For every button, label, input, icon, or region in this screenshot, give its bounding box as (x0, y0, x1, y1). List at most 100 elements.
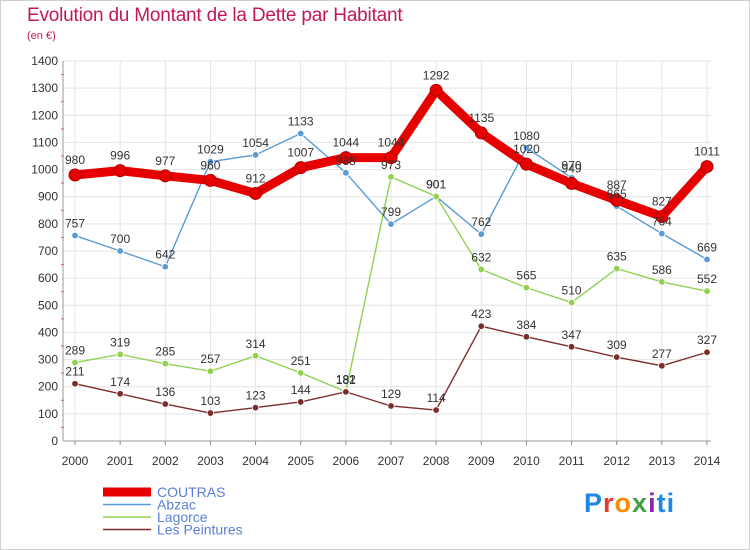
data-label-abzac: 970 (562, 159, 582, 173)
data-label-coutras: 1007 (287, 146, 314, 160)
point-les-peintures (116, 390, 124, 398)
point-lagorce (477, 265, 485, 274)
y-tick-label: 900 (38, 190, 58, 204)
data-label-les-peintures: 144 (291, 383, 311, 397)
x-tick-label: 2005 (287, 454, 314, 468)
y-tick-label: 700 (38, 244, 58, 258)
data-label-les-peintures: 277 (652, 347, 672, 361)
data-label-coutras: 1044 (333, 136, 360, 150)
point-coutras (68, 168, 82, 182)
x-tick-label: 2002 (152, 454, 179, 468)
data-label-les-peintures: 136 (155, 385, 175, 399)
data-label-les-peintures: 123 (246, 389, 266, 403)
point-coutras (655, 210, 669, 224)
point-coutras (203, 173, 217, 187)
axes: 0 100 200 300 400 500 600 700 800 900 1000 1100 1200… (31, 54, 720, 468)
y-tick-label: 100 (38, 407, 58, 421)
data-label-les-peintures: 423 (471, 307, 491, 321)
point-coutras (249, 186, 263, 200)
data-label-coutras: 1135 (468, 111, 494, 125)
y-tick-label: 600 (38, 271, 58, 285)
data-label-abzac: 865 (607, 187, 627, 201)
point-abzac (387, 220, 395, 228)
point-coutras (519, 157, 533, 171)
y-tick-label: 400 (38, 325, 58, 339)
data-label-lagorce: 635 (607, 250, 627, 264)
data-label-abzac: 1133 (288, 114, 314, 128)
point-les-peintures (613, 353, 621, 361)
point-lagorce (251, 352, 260, 360)
data-label-les-peintures: 347 (562, 328, 582, 342)
point-lagorce (206, 367, 215, 375)
legend-label-abzac: Abzac (157, 497, 196, 513)
data-label-coutras: 977 (155, 154, 175, 168)
point-les-peintures (206, 409, 215, 417)
data-label-coutras: 1011 (694, 145, 720, 159)
x-tick-label: 2009 (468, 454, 495, 468)
point-abzac (161, 263, 169, 271)
data-label-coutras: 1292 (423, 68, 450, 82)
x-tick-label: 2004 (242, 454, 269, 468)
point-abzac (251, 151, 260, 159)
data-label-lagorce: 182 (336, 373, 356, 387)
point-lagorce (567, 298, 576, 307)
point-lagorce (387, 173, 395, 181)
point-abzac (477, 230, 485, 238)
x-tick-label: 2012 (603, 454, 630, 468)
data-label-lagorce: 901 (426, 177, 446, 191)
data-label-abzac: 700 (110, 232, 130, 246)
point-les-peintures (432, 406, 440, 414)
point-lagorce (432, 192, 440, 201)
data-label-les-peintures: 384 (516, 318, 536, 332)
x-tick-label: 2007 (378, 454, 405, 468)
data-label-coutras: 996 (110, 149, 130, 163)
y-tick-label: 1200 (31, 108, 58, 122)
data-label-lagorce: 973 (381, 158, 401, 172)
point-les-peintures (567, 343, 576, 351)
y-tick-label: 800 (38, 217, 58, 231)
x-tick-label: 2003 (197, 454, 224, 468)
data-label-coutras: 960 (200, 158, 220, 172)
data-label-coutras: 1044 (378, 136, 405, 150)
point-lagorce (658, 278, 666, 286)
point-abzac (342, 169, 350, 177)
data-label-lagorce: 510 (562, 284, 582, 298)
x-tick-label: 2014 (694, 454, 721, 468)
data-label-les-peintures: 103 (200, 394, 220, 408)
data-label-lagorce: 251 (291, 354, 311, 368)
point-les-peintures (658, 362, 666, 370)
data-label-abzac: 1054 (242, 136, 269, 150)
data-label-abzac: 669 (697, 240, 717, 254)
point-coutras (339, 151, 353, 165)
data-label-lagorce: 319 (110, 335, 130, 349)
data-label-abzac: 988 (336, 154, 356, 168)
point-coutras (700, 160, 714, 174)
point-coutras (158, 169, 172, 183)
y-tick-label: 200 (38, 380, 58, 394)
point-lagorce (161, 359, 169, 368)
point-abzac (658, 229, 666, 238)
data-label-lagorce: 285 (155, 345, 175, 359)
point-abzac (297, 129, 305, 138)
point-lagorce (297, 369, 305, 377)
data-label-les-peintures: 174 (110, 375, 130, 389)
point-abzac (206, 157, 215, 166)
x-tick-label: 2008 (423, 454, 450, 468)
data-label-abzac: 1080 (513, 129, 540, 143)
data-label-abzac: 1029 (197, 143, 224, 157)
data-label-abzac: 799 (381, 205, 401, 219)
point-lagorce (71, 358, 79, 367)
data-label-coutras: 949 (562, 161, 582, 175)
data-label-les-peintures: 129 (381, 387, 401, 401)
legend-label-coutras: COUTRAS (157, 484, 225, 500)
data-label-abzac: 757 (65, 217, 85, 231)
x-tick-label: 2006 (333, 454, 360, 468)
point-les-peintures (251, 403, 260, 412)
data-label-lagorce: 552 (697, 272, 717, 286)
data-label-lagorce: 314 (246, 337, 266, 351)
x-tick-label: 2000 (62, 454, 89, 468)
data-label-coutras: 1020 (513, 142, 540, 156)
